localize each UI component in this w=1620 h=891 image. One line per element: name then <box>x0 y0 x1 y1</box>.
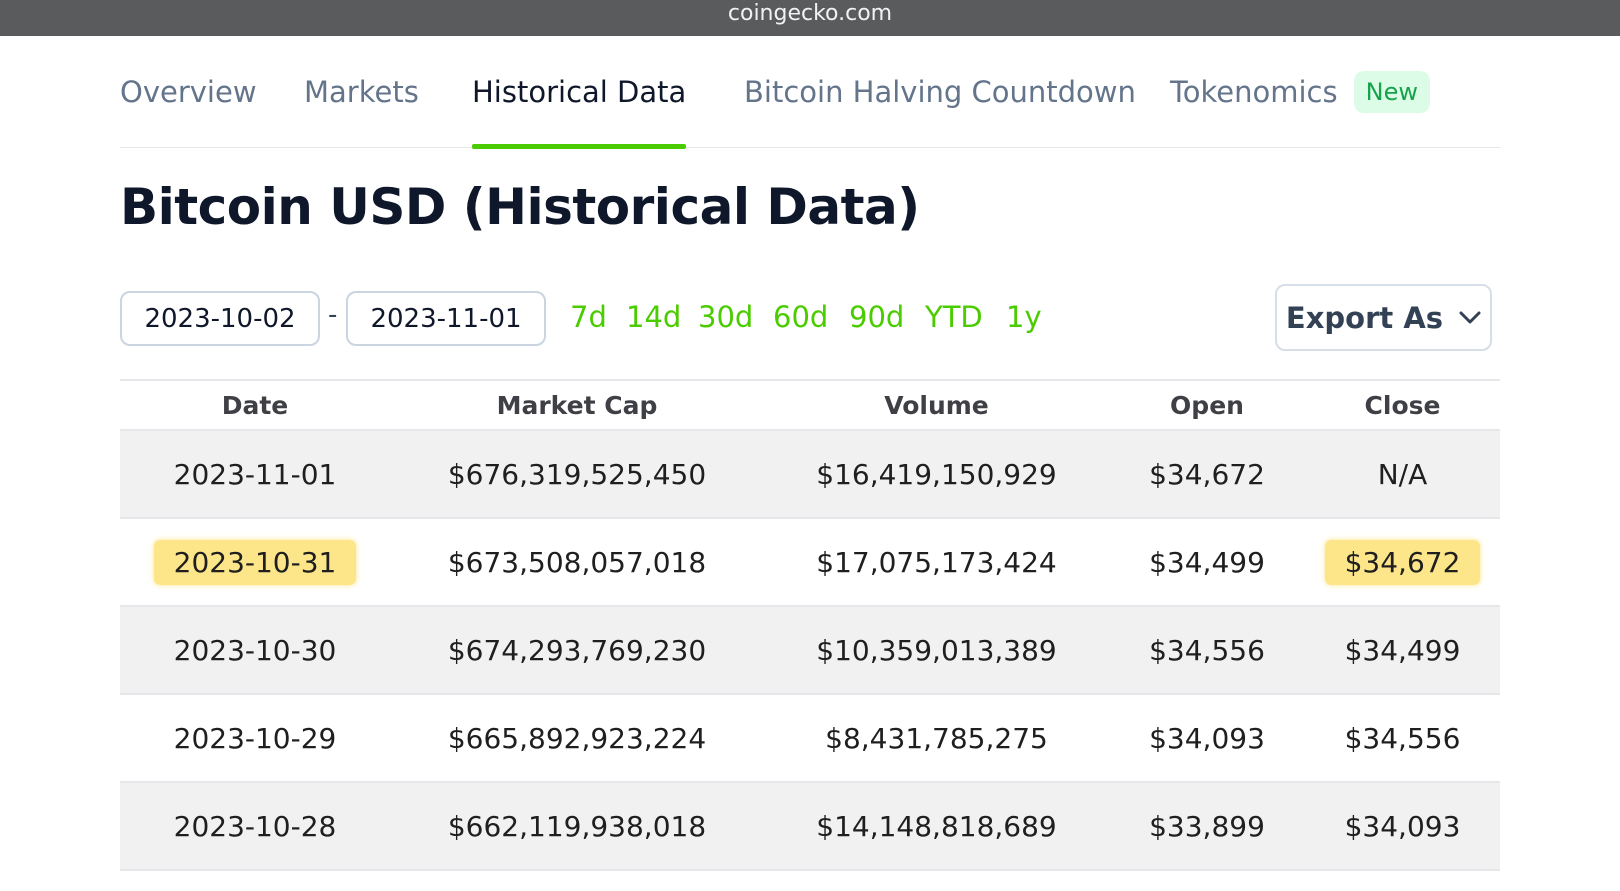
highlighted-date: 2023-10-31 <box>153 539 357 585</box>
historical-data-table: Date Market Cap Volume Open Close 2023-1… <box>120 379 1500 871</box>
cell-close: $34,672 <box>1305 518 1500 607</box>
cell-close: N/A <box>1305 430 1500 519</box>
tab-tokenomics[interactable]: Tokenomics New <box>1170 36 1430 148</box>
cell-date: 2023-10-30 <box>120 606 390 695</box>
new-badge: New <box>1353 71 1430 113</box>
export-as-button[interactable]: Export As <box>1275 284 1492 351</box>
tab-halving-label: Bitcoin Halving Countdown <box>744 75 1136 109</box>
table-row: 2023-10-28 $662,119,938,018 $14,148,818,… <box>120 782 1500 871</box>
table-header-row: Date Market Cap Volume Open Close <box>120 379 1500 431</box>
header-market-cap[interactable]: Market Cap <box>390 379 764 431</box>
url-text: coingecko.com <box>727 0 893 26</box>
coin-tabs: Overview Markets Historical Data Bitcoin… <box>120 36 1500 149</box>
header-close[interactable]: Close <box>1305 379 1500 431</box>
range-90d-button[interactable]: 90d <box>849 300 905 334</box>
cell-close: $34,499 <box>1305 606 1500 695</box>
table-row: 2023-11-01 $676,319,525,450 $16,419,150,… <box>120 430 1500 519</box>
cell-market-cap: $674,293,769,230 <box>390 606 764 695</box>
cell-market-cap: $676,319,525,450 <box>390 430 764 519</box>
cell-open: $34,499 <box>1109 518 1305 607</box>
tab-historical-data[interactable]: Historical Data <box>472 36 687 149</box>
cell-volume: $17,075,173,424 <box>764 518 1109 607</box>
chevron-down-icon <box>1459 311 1481 323</box>
cell-volume: $8,431,785,275 <box>764 694 1109 783</box>
header-date[interactable]: Date <box>120 379 390 431</box>
cell-date: 2023-10-31 <box>120 518 390 607</box>
tab-overview-label: Overview <box>120 75 257 109</box>
range-14d-button[interactable]: 14d <box>626 300 682 334</box>
browser-url-bar[interactable]: coingecko.com <box>0 0 1620 36</box>
export-as-label: Export As <box>1285 300 1444 335</box>
header-open[interactable]: Open <box>1109 379 1305 431</box>
cell-market-cap: $662,119,938,018 <box>390 782 764 871</box>
cell-open: $34,093 <box>1109 694 1305 783</box>
cell-close: $34,093 <box>1305 782 1500 871</box>
range-1y-button[interactable]: 1y <box>1006 300 1042 334</box>
cell-market-cap: $665,892,923,224 <box>390 694 764 783</box>
cell-volume: $14,148,818,689 <box>764 782 1109 871</box>
start-date-input[interactable]: 2023-10-02 <box>120 291 320 346</box>
cell-open: $34,556 <box>1109 606 1305 695</box>
table-row: 2023-10-30 $674,293,769,230 $10,359,013,… <box>120 606 1500 695</box>
tab-markets-label: Markets <box>304 75 419 109</box>
tab-historical-data-label: Historical Data <box>472 75 687 109</box>
range-60d-button[interactable]: 60d <box>773 300 829 334</box>
cell-close: $34,556 <box>1305 694 1500 783</box>
range-ytd-button[interactable]: YTD <box>925 300 983 334</box>
highlighted-close: $34,672 <box>1324 539 1481 585</box>
date-range-separator: - <box>328 300 338 330</box>
page-title: Bitcoin USD (Historical Data) <box>120 178 920 236</box>
cell-date: 2023-10-29 <box>120 694 390 783</box>
tab-overview[interactable]: Overview <box>120 36 257 148</box>
cell-volume: $16,419,150,929 <box>764 430 1109 519</box>
range-30d-button[interactable]: 30d <box>698 300 754 334</box>
table-row: 2023-10-29 $665,892,923,224 $8,431,785,2… <box>120 694 1500 783</box>
end-date-input[interactable]: 2023-11-01 <box>346 291 546 346</box>
cell-date: 2023-10-28 <box>120 782 390 871</box>
cell-date: 2023-11-01 <box>120 430 390 519</box>
header-volume[interactable]: Volume <box>764 379 1109 431</box>
range-7d-button[interactable]: 7d <box>570 300 607 334</box>
cell-volume: $10,359,013,389 <box>764 606 1109 695</box>
table-row: 2023-10-31 $673,508,057,018 $17,075,173,… <box>120 518 1500 607</box>
tab-bitcoin-halving-countdown[interactable]: Bitcoin Halving Countdown <box>744 36 1136 148</box>
cell-market-cap: $673,508,057,018 <box>390 518 764 607</box>
cell-open: $34,672 <box>1109 430 1305 519</box>
cell-open: $33,899 <box>1109 782 1305 871</box>
tab-tokenomics-label: Tokenomics <box>1170 75 1338 109</box>
tab-markets[interactable]: Markets <box>304 36 419 148</box>
